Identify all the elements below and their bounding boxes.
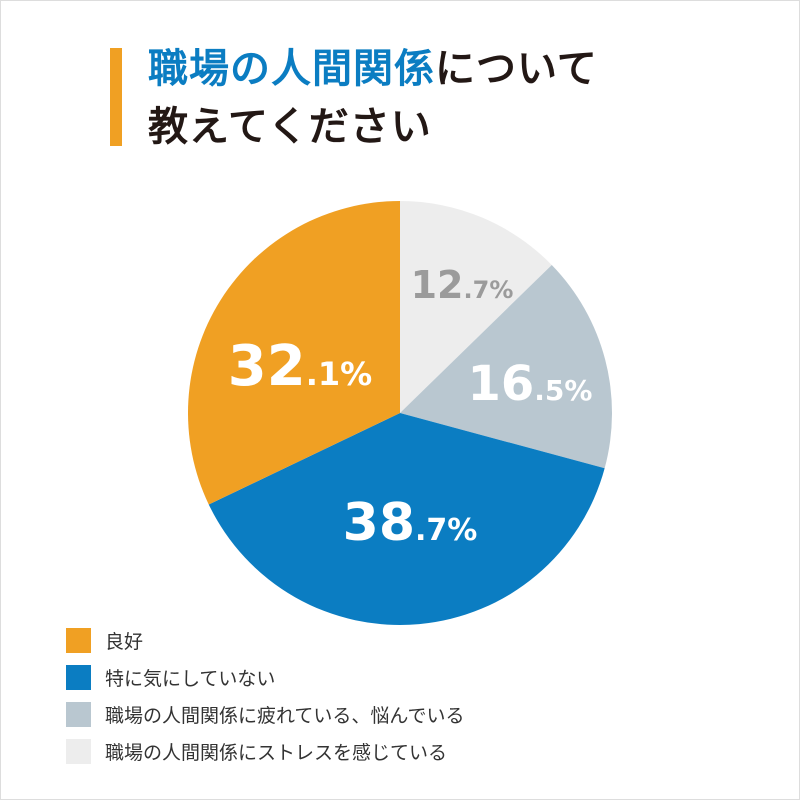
data-label: 38.7% [343, 493, 478, 553]
title-line2: 教えてください [148, 104, 432, 150]
data-label: 12.7% [411, 263, 514, 307]
pie-slice [208, 413, 605, 625]
legend-swatch [66, 739, 91, 764]
legend-label: 職場の人間関係に疲れている、悩んでいる [105, 705, 465, 727]
legend-label: 職場の人間関係にストレスを感じている [105, 742, 448, 764]
data-label: 16.5% [468, 356, 593, 412]
legend-item: 職場の人間関係にストレスを感じている [66, 733, 464, 770]
data-label: 32.1% [228, 334, 372, 399]
legend-label: 良好 [105, 631, 144, 653]
legend-item: 特に気にしていない [66, 659, 464, 696]
legend-item: 良好 [66, 622, 464, 659]
title-highlight: 職場の人間関係 [148, 46, 435, 92]
chart-title: 職場の人間関係について 教えてください [148, 40, 598, 156]
pie-slice [400, 201, 552, 413]
title-rest: について [435, 46, 598, 92]
legend-item: 職場の人間関係に疲れている、悩んでいる [66, 696, 464, 733]
legend-swatch [66, 665, 91, 690]
title-accent-bar [110, 48, 122, 146]
legend-swatch [66, 702, 91, 727]
legend: 良好 特に気にしていない 職場の人間関係に疲れている、悩んでいる 職場の人間関係… [66, 622, 464, 770]
legend-swatch [66, 628, 91, 653]
legend-label: 特に気にしていない [105, 668, 276, 690]
pie-slice [188, 201, 400, 505]
pie-slice [400, 264, 612, 469]
